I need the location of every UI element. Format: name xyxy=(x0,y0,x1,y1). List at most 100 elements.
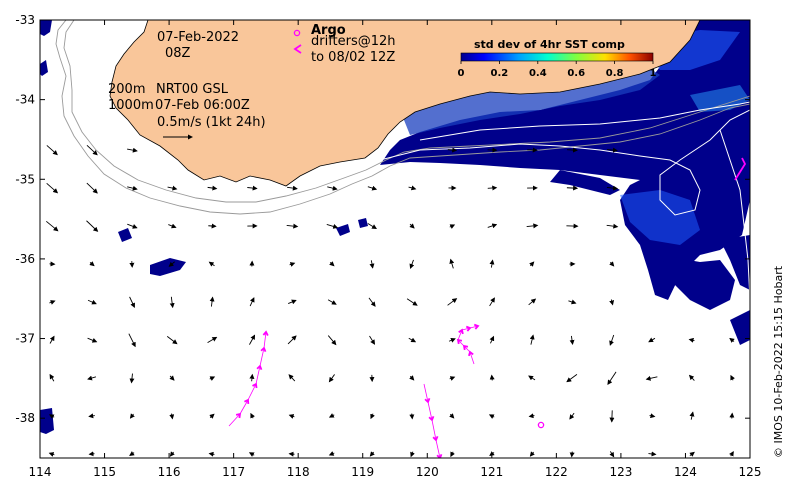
colorbar-tick-label: 0 xyxy=(458,68,465,79)
drifter-segment xyxy=(461,327,471,331)
current-arrow xyxy=(369,335,376,345)
white-contours xyxy=(379,101,750,301)
current-arrow xyxy=(127,223,138,229)
y-axis-labels: -33 -34 -35 -36 -37 -38 xyxy=(15,13,35,425)
current-arrow xyxy=(609,451,615,458)
current-arrow xyxy=(288,299,297,305)
current-arrow xyxy=(127,185,138,191)
current-arrow xyxy=(49,300,56,305)
current-arrow xyxy=(569,335,575,346)
colorbar-tick-label: 0.2 xyxy=(491,68,509,79)
current-arrow xyxy=(327,299,337,305)
current-arrow xyxy=(128,333,136,348)
x-tick-label: 122 xyxy=(545,465,568,479)
current-arrow xyxy=(450,451,455,458)
colorbar-tick-label: 0.6 xyxy=(567,68,585,79)
current-arrow xyxy=(209,376,216,381)
current-arrow xyxy=(607,371,617,385)
current-arrow xyxy=(488,414,495,419)
date-label: 07-Feb-2022 xyxy=(157,30,240,45)
colorbar-tick-label: 1 xyxy=(650,68,657,79)
current-arrow xyxy=(327,335,337,346)
current-arrow xyxy=(448,338,456,343)
current-arrow xyxy=(489,374,495,381)
current-arrow xyxy=(447,298,458,306)
current-arrow xyxy=(529,451,535,457)
x-tick-label: 120 xyxy=(416,465,439,479)
drifter-segment xyxy=(457,339,465,347)
colorbar-tick-label: 0.8 xyxy=(606,68,624,79)
current-arrow xyxy=(48,452,55,457)
current-arrow xyxy=(566,185,579,191)
current-arrow xyxy=(127,147,138,153)
current-arrow xyxy=(46,183,59,194)
drifter-segment xyxy=(431,419,437,441)
x-tick-label: 115 xyxy=(93,465,116,479)
current-arrow xyxy=(408,337,417,343)
drifter-chevron xyxy=(734,157,747,181)
current-arrow xyxy=(567,147,578,153)
argo-legend-icon xyxy=(293,29,301,37)
drifter-segment xyxy=(259,347,265,367)
current-arrow xyxy=(688,374,695,381)
current-arrow xyxy=(88,413,95,419)
current-arrow xyxy=(609,334,615,346)
current-arrow xyxy=(208,261,215,267)
argo-legend-label: Argo xyxy=(311,23,346,38)
current-arrow xyxy=(409,223,415,229)
drifter-segment xyxy=(463,345,471,353)
current-arrow xyxy=(489,259,495,268)
current-arrow xyxy=(487,223,498,229)
current-arrow xyxy=(329,261,335,267)
depth-200-label: 200m xyxy=(108,82,146,97)
current-arrow xyxy=(528,375,536,381)
current-arrow xyxy=(327,185,338,191)
current-arrow xyxy=(207,185,218,191)
current-arrow xyxy=(129,451,135,456)
current-arrow xyxy=(88,451,95,457)
x-tick-label: 118 xyxy=(287,465,310,479)
x-tick-label: 114 xyxy=(29,465,52,479)
current-arrow xyxy=(129,413,135,419)
current-arrow xyxy=(369,260,375,269)
current-arrow xyxy=(46,145,58,156)
drifter-tracks xyxy=(228,157,747,458)
current-arrow xyxy=(449,224,456,229)
current-arrow xyxy=(566,374,578,383)
x-axis-labels: 114 115 116 117 118 119 120 121 122 123 124 125 xyxy=(29,465,762,479)
current-arrow xyxy=(729,337,735,343)
current-arrow xyxy=(449,376,456,381)
current-arrow xyxy=(409,413,415,420)
current-arrow xyxy=(447,147,458,153)
current-arrow xyxy=(86,144,98,156)
current-arrow xyxy=(326,224,339,229)
current-arrow xyxy=(569,451,575,458)
drifters-legend-range: to 08/02 12Z xyxy=(311,50,396,65)
current-arrow xyxy=(247,185,258,191)
current-arrow xyxy=(368,297,376,307)
drifter-segment xyxy=(469,351,475,365)
colorbar-tick-label: 0.4 xyxy=(529,68,547,79)
current-arrow xyxy=(648,451,657,457)
current-arrow xyxy=(289,262,296,267)
current-arrow xyxy=(250,412,255,419)
current-arrow xyxy=(169,296,175,309)
drifter-segment xyxy=(228,413,241,427)
current-arrow xyxy=(46,220,59,232)
hour-label: 08Z xyxy=(165,46,191,61)
y-tick-label: -33 xyxy=(15,13,35,27)
current-arrow xyxy=(169,375,175,381)
drifter-segment xyxy=(457,329,463,341)
current-arrow xyxy=(248,452,255,457)
x-tick-label: 121 xyxy=(480,465,503,479)
current-arrow xyxy=(169,413,175,420)
current-arrow xyxy=(328,374,335,383)
bathymetry-contours xyxy=(55,20,750,215)
current-arrow xyxy=(166,335,178,345)
current-arrow xyxy=(489,335,495,344)
colorbar xyxy=(460,52,654,62)
current-arrow xyxy=(406,298,418,306)
current-arrow xyxy=(367,185,378,191)
current-arrow xyxy=(526,223,539,229)
current-arrow xyxy=(169,451,175,457)
